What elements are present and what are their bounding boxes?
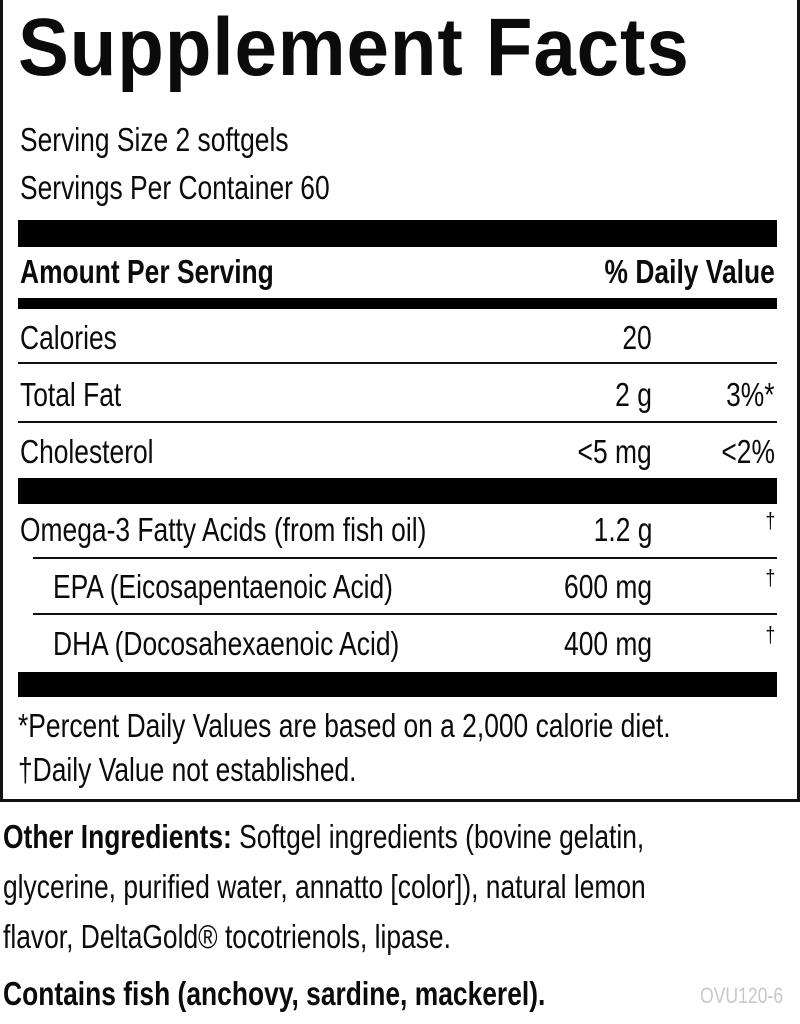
row-divider	[18, 421, 777, 423]
row-dha-dv: †	[765, 622, 775, 647]
row-cholesterol-amount: <5 mg	[577, 433, 652, 470]
row-omega3-amount: 1.2 g	[593, 511, 652, 548]
serving-size: Serving Size 2 softgels	[20, 121, 289, 158]
row-epa-amount: 600 mg	[563, 568, 652, 605]
row-total-fat-name: Total Fat	[20, 376, 122, 413]
panel-title: Supplement Facts	[18, 2, 690, 93]
product-code: OVU120-6	[700, 983, 784, 1008]
row-omega3-dv: †	[765, 508, 775, 533]
row-dha-name: DHA (Docosahexaenoic Acid)	[53, 625, 400, 662]
other-ingredients-line2: glycerine, purified water, annatto [colo…	[3, 868, 646, 905]
footnote-daily-values: *Percent Daily Values are based on a 2,0…	[18, 707, 671, 744]
daily-value-header: % Daily Value	[604, 253, 775, 290]
row-divider	[18, 362, 777, 364]
supplement-facts-panel	[0, 0, 800, 802]
row-epa-name: EPA (Eicosapentaenoic Acid)	[53, 568, 393, 605]
other-ingredients-line1: Other Ingredients: Softgel ingredients (…	[3, 818, 645, 855]
row-cholesterol-dv: <2%	[721, 433, 775, 470]
row-divider	[33, 557, 777, 559]
row-total-fat-amount: 2 g	[615, 376, 652, 413]
row-epa-dv: †	[765, 565, 775, 590]
row-cholesterol-name: Cholesterol	[20, 433, 154, 470]
row-divider	[33, 613, 777, 615]
row-calories-name: Calories	[20, 319, 117, 356]
amount-per-serving-header: Amount Per Serving	[20, 253, 274, 290]
row-dha-amount: 400 mg	[563, 625, 652, 662]
thick-divider	[18, 220, 777, 247]
medium-divider	[18, 298, 777, 309]
thick-divider	[18, 672, 777, 697]
row-calories-amount: 20	[622, 319, 652, 356]
footnote-not-established: †Daily Value not established.	[18, 751, 357, 788]
row-total-fat-dv: 3%*	[726, 376, 775, 413]
row-omega3-name: Omega-3 Fatty Acids (from fish oil)	[20, 511, 427, 548]
other-ingredients-label: Other Ingredients:	[3, 818, 232, 855]
other-ingredients-line3: flavor, DeltaGold® tocotrienols, lipase.	[3, 918, 451, 955]
servings-per-container: Servings Per Container 60	[20, 169, 330, 206]
thick-divider	[18, 478, 777, 504]
allergen-statement: Contains fish (anchovy, sardine, mackere…	[3, 975, 546, 1012]
